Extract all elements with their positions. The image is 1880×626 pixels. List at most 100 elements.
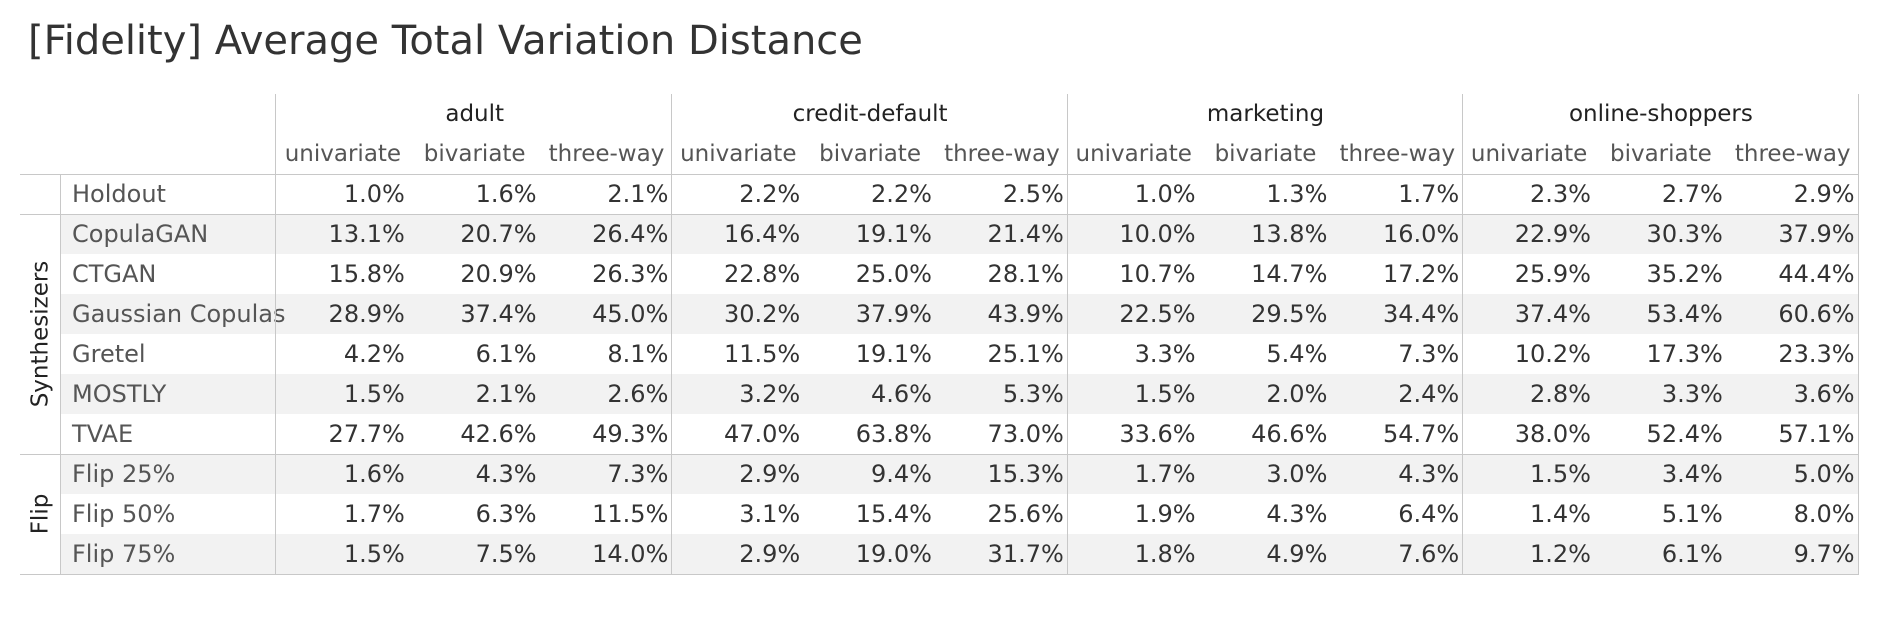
table-cell: 37.4% bbox=[1514, 300, 1591, 328]
table-cell: 5.3% bbox=[1002, 380, 1064, 408]
fidelity-table: adult univariate bivariate three-way credit-… bbox=[20, 94, 1860, 575]
table-cell: 60.6% bbox=[1778, 300, 1855, 328]
table-cell: 6.1% bbox=[1661, 540, 1723, 568]
table-cell: 15.3% bbox=[987, 460, 1064, 488]
table-cell: 6.1% bbox=[475, 340, 537, 368]
metric-header: three-way bbox=[1734, 141, 1851, 167]
table-cell: 2.8% bbox=[1530, 380, 1591, 408]
divider-line bbox=[1066, 94, 1068, 574]
table-cell: 13.1% bbox=[328, 220, 405, 248]
table-cell: 1.7% bbox=[1398, 180, 1460, 208]
divider-line bbox=[20, 214, 1859, 215]
row-label: Gaussian Copulas bbox=[72, 300, 286, 328]
table-cell: 16.0% bbox=[1382, 220, 1460, 248]
table-cell: 22.9% bbox=[1514, 220, 1591, 248]
table-cell: 1.5% bbox=[343, 380, 405, 408]
table-cell: 25.9% bbox=[1514, 260, 1591, 288]
table-cell: 19.0% bbox=[855, 540, 932, 568]
table-cell: 1.9% bbox=[1134, 500, 1196, 528]
table-cell: 1.4% bbox=[1530, 500, 1591, 528]
table-cell: 20.7% bbox=[460, 220, 537, 248]
metric-header: bivariate bbox=[1214, 141, 1317, 167]
table-cell: 4.2% bbox=[343, 340, 405, 368]
table-cell: 35.2% bbox=[1646, 260, 1723, 288]
table-cell: 43.9% bbox=[987, 300, 1064, 328]
table-cell: 54.7% bbox=[1382, 420, 1460, 448]
table-cell: 52.4% bbox=[1646, 420, 1723, 448]
row-label: CTGAN bbox=[72, 260, 157, 288]
table-cell: 47.0% bbox=[723, 420, 801, 448]
table-cell: 37.9% bbox=[855, 300, 932, 328]
table-cell: 1.3% bbox=[1266, 180, 1328, 208]
table-cell: 3.3% bbox=[1134, 340, 1196, 368]
table-cell: 5.0% bbox=[1793, 460, 1855, 488]
dataset-header: credit-default bbox=[792, 101, 948, 127]
table-cell: 7.6% bbox=[1398, 540, 1460, 568]
table-cell: 25.1% bbox=[987, 340, 1064, 368]
row-shade bbox=[60, 374, 1859, 414]
table-cell: 2.9% bbox=[1793, 180, 1855, 208]
group-label-synthesizers: Synthesizers bbox=[20, 214, 60, 454]
table-cell: 29.5% bbox=[1251, 300, 1328, 328]
table-cell: 42.6% bbox=[460, 420, 537, 448]
metric-header: bivariate bbox=[1609, 141, 1712, 167]
metric-header: three-way bbox=[1339, 141, 1456, 167]
row-shade bbox=[60, 214, 1859, 254]
table-cell: 1.6% bbox=[343, 460, 405, 488]
table-cell: 7.5% bbox=[475, 540, 537, 568]
table-cell: 27.7% bbox=[328, 420, 405, 448]
table-cell: 2.7% bbox=[1661, 180, 1723, 208]
table-cell: 1.5% bbox=[343, 540, 405, 568]
metric-header: univariate bbox=[1075, 141, 1192, 167]
table-cell: 17.2% bbox=[1382, 260, 1460, 288]
table-cell: 33.6% bbox=[1119, 420, 1196, 448]
divider-line bbox=[20, 574, 1859, 575]
row-label: CopulaGAN bbox=[72, 220, 209, 248]
table-cell: 3.6% bbox=[1793, 380, 1855, 408]
table-cell: 6.4% bbox=[1398, 500, 1460, 528]
metric-header: univariate bbox=[680, 141, 797, 167]
table-cell: 25.0% bbox=[855, 260, 932, 288]
table-cell: 37.4% bbox=[460, 300, 537, 328]
row-label: Flip 75% bbox=[72, 540, 176, 568]
table-cell: 2.9% bbox=[739, 460, 801, 488]
table-cell: 4.3% bbox=[1398, 460, 1460, 488]
divider-line bbox=[1857, 94, 1859, 574]
table-cell: 1.5% bbox=[1530, 460, 1591, 488]
metric-header: three-way bbox=[548, 141, 665, 167]
table-cell: 15.8% bbox=[328, 260, 405, 288]
table-cell: 9.7% bbox=[1793, 540, 1855, 568]
metric-header: univariate bbox=[1470, 141, 1588, 167]
table-cell: 2.1% bbox=[475, 380, 537, 408]
table-cell: 22.8% bbox=[723, 260, 801, 288]
group-label-text: Flip bbox=[27, 493, 54, 535]
table-cell: 34.4% bbox=[1382, 300, 1460, 328]
table-cell: 44.4% bbox=[1778, 260, 1855, 288]
row-label: Gretel bbox=[72, 340, 146, 368]
table-cell: 3.3% bbox=[1661, 380, 1723, 408]
table-cell: 10.2% bbox=[1514, 340, 1591, 368]
table-cell: 19.1% bbox=[855, 220, 932, 248]
table-cell: 30.2% bbox=[723, 300, 801, 328]
row-label: Holdout bbox=[72, 180, 166, 208]
divider-line bbox=[20, 174, 1859, 175]
row-shade bbox=[60, 294, 1859, 334]
table-cell: 1.7% bbox=[343, 500, 405, 528]
table-cell: 2.5% bbox=[1002, 180, 1064, 208]
table-cell: 3.4% bbox=[1661, 460, 1723, 488]
table-cell: 4.3% bbox=[1266, 500, 1328, 528]
table-cell: 3.1% bbox=[739, 500, 801, 528]
table-cell: 17.3% bbox=[1646, 340, 1723, 368]
table-cell: 19.1% bbox=[855, 340, 932, 368]
table-cell: 2.6% bbox=[607, 380, 669, 408]
table-cell: 3.0% bbox=[1266, 460, 1328, 488]
table-cell: 16.4% bbox=[723, 220, 801, 248]
dataset-header: marketing bbox=[1206, 101, 1325, 127]
table-cell: 28.9% bbox=[328, 300, 405, 328]
table-cell: 8.0% bbox=[1793, 500, 1855, 528]
table-cell: 28.1% bbox=[987, 260, 1064, 288]
table-cell: 57.1% bbox=[1778, 420, 1855, 448]
divider-line bbox=[60, 174, 61, 574]
table-cell: 26.3% bbox=[592, 260, 669, 288]
table-cell: 26.4% bbox=[592, 220, 669, 248]
